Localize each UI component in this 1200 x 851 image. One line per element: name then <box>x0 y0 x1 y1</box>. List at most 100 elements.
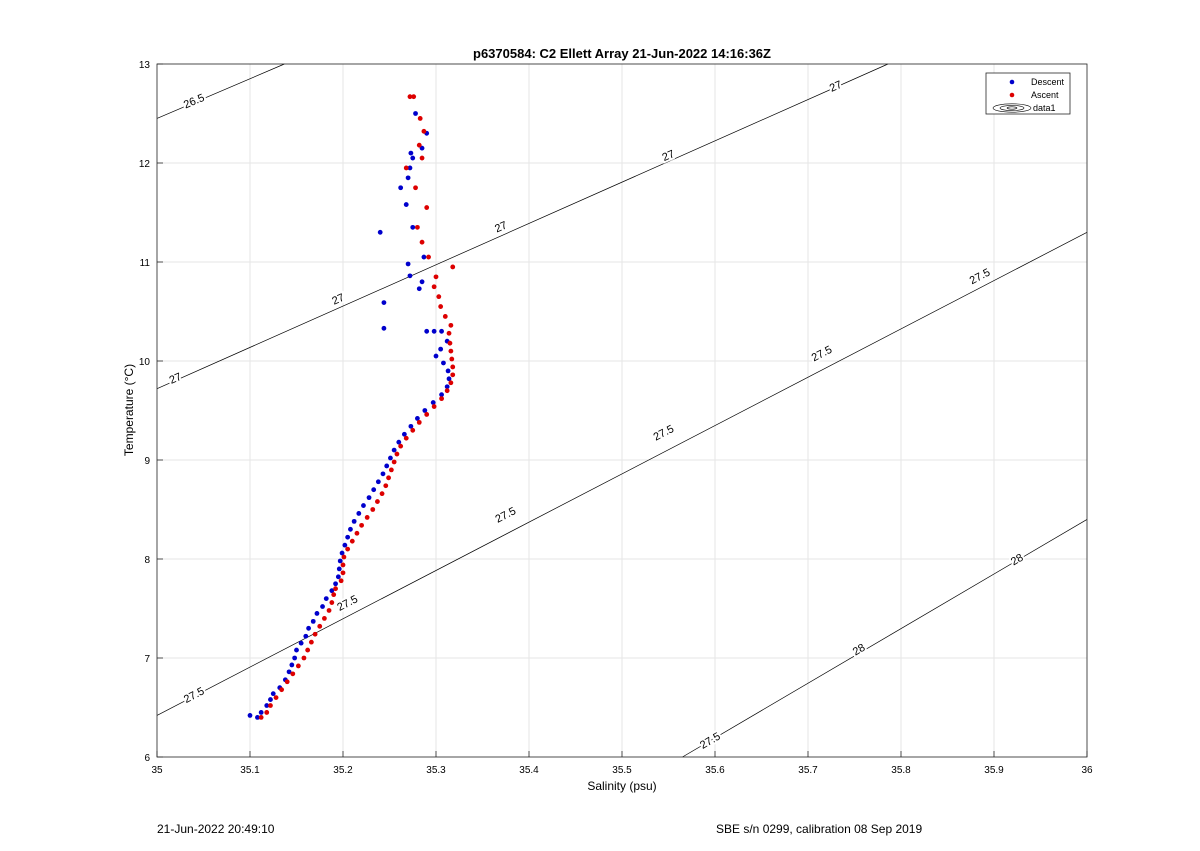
descent-point <box>405 261 411 267</box>
descent-point <box>441 360 446 366</box>
ascent-point <box>273 695 279 700</box>
y-tick-label: 10 <box>139 357 151 368</box>
descent-point <box>366 495 372 501</box>
ascent-point <box>331 592 337 598</box>
chart-title: p6370584: C2 Ellett Array 21-Jun-2022 14… <box>473 46 771 61</box>
descent-point <box>413 111 418 116</box>
y-tick-label: 7 <box>144 654 150 665</box>
descent-point <box>375 479 381 485</box>
descent-point <box>310 618 316 624</box>
descent-point <box>433 353 439 359</box>
ascent-point <box>431 284 437 290</box>
ascent-point <box>450 372 456 378</box>
descent-point <box>348 526 353 532</box>
ascent-point <box>403 165 409 171</box>
descent-point <box>446 376 452 382</box>
ascent-point <box>442 314 448 319</box>
ascent-point <box>391 459 397 465</box>
ascent-point <box>258 715 264 720</box>
ascent-point <box>268 703 273 708</box>
ascent-point <box>448 380 454 386</box>
descent-point <box>398 185 404 191</box>
ascent-point <box>411 94 417 100</box>
y-tick-label: 11 <box>140 258 151 269</box>
descent-point <box>329 588 335 594</box>
ascent-point <box>305 647 311 653</box>
descent-point <box>339 550 345 556</box>
ascent-point <box>370 507 376 512</box>
ascent-point <box>448 348 454 354</box>
ascent-point <box>403 435 409 441</box>
x-axis-label: Salinity (psu) <box>587 779 656 793</box>
ascent-point <box>279 687 285 693</box>
ascent-point <box>444 388 450 394</box>
descent-point <box>416 286 422 292</box>
descent-point <box>439 328 444 334</box>
y-tick-label: 6 <box>144 753 150 764</box>
descent-point <box>292 655 298 661</box>
y-axis-ticks: 6 7 8 9 10 11 12 13 <box>139 60 163 764</box>
descent-point <box>430 400 436 405</box>
contour-line-27-5 <box>156 231 1088 716</box>
x-tick-label: 35.9 <box>984 765 1004 776</box>
descent-point <box>381 300 387 305</box>
descent-point <box>421 254 427 260</box>
descent-point <box>438 346 444 352</box>
ascent-point <box>398 443 404 449</box>
x-tick-label: 35.3 <box>426 765 446 776</box>
descent-point <box>408 150 414 156</box>
descent-point <box>407 165 413 171</box>
ascent-point <box>431 404 437 409</box>
ascent-point <box>290 671 296 677</box>
ascent-point <box>308 639 314 645</box>
descent-point <box>445 368 451 374</box>
descent-point <box>439 392 444 398</box>
ascent-point <box>341 554 347 560</box>
x-tick-label: 35.2 <box>333 765 353 776</box>
descent-point <box>306 625 311 631</box>
contour-line-28 <box>682 519 1088 758</box>
descent-point <box>320 604 325 609</box>
ascent-point <box>450 364 456 370</box>
ascent-point <box>433 274 439 280</box>
descent-point <box>422 408 428 413</box>
descent-point <box>444 384 450 390</box>
descent-point <box>371 487 377 493</box>
descent-point <box>410 224 416 230</box>
x-tick-label: 35.8 <box>891 765 911 776</box>
contour-line-26-5 <box>156 63 285 119</box>
descent-point <box>342 542 348 548</box>
descent-point <box>264 703 270 708</box>
contour-line-27 <box>156 63 889 390</box>
ascent-point <box>383 483 389 489</box>
descent-point <box>377 229 383 235</box>
descent-point <box>258 710 264 715</box>
descent-point <box>345 534 351 540</box>
descent-point <box>384 463 390 469</box>
ascent-point <box>447 340 453 346</box>
ascent-point <box>426 254 431 260</box>
ascent-point <box>317 623 323 629</box>
descent-point <box>396 439 402 445</box>
x-tick-label: 35.6 <box>705 765 725 776</box>
ascent-point <box>264 710 270 715</box>
x-tick-label: 35.7 <box>798 765 818 776</box>
ascent-point <box>388 467 394 473</box>
x-tick-label: 35.1 <box>240 765 260 776</box>
ascent-point <box>416 419 422 425</box>
legend-descent-label: Descent <box>1031 77 1065 87</box>
ascent-point <box>416 142 422 148</box>
ascent-point <box>326 608 332 613</box>
ascent-point <box>448 322 454 328</box>
descent-point <box>405 175 411 181</box>
ascent-point <box>364 515 370 520</box>
ascent-point <box>410 427 416 433</box>
descent-point <box>388 455 393 461</box>
descent-point <box>255 715 260 720</box>
ascent-point <box>301 655 307 661</box>
ascent-point <box>312 631 318 637</box>
ascent-point <box>338 578 344 584</box>
descent-point <box>356 511 362 516</box>
descent-point <box>335 574 341 580</box>
y-tick-label: 12 <box>139 159 151 170</box>
